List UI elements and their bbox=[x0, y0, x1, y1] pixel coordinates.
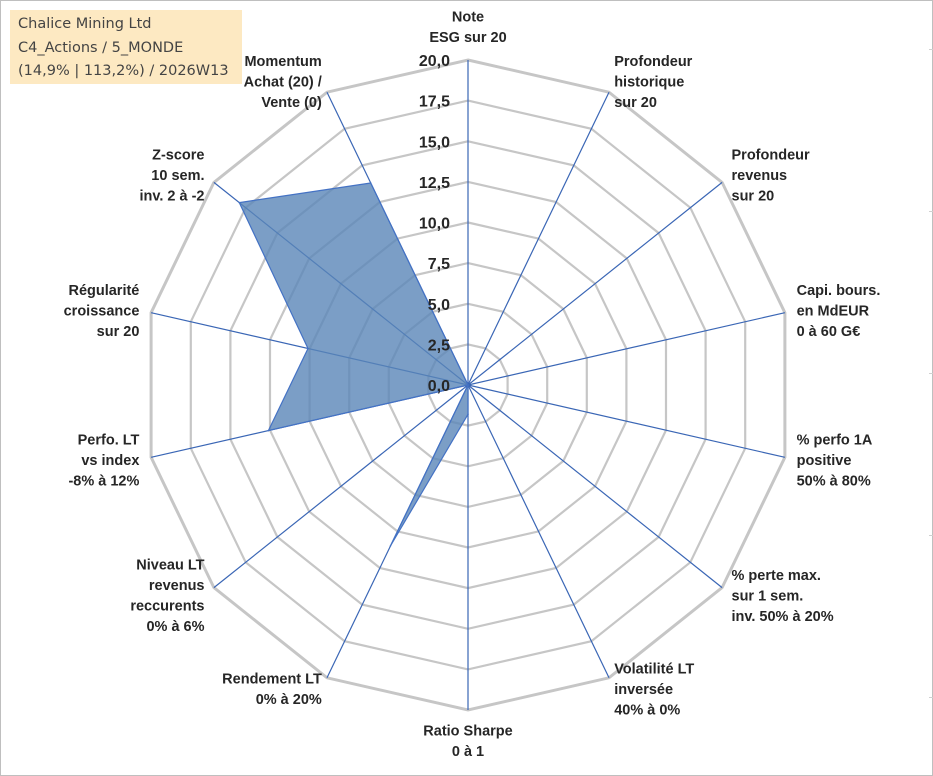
series-area bbox=[238, 182, 469, 547]
edge-tick bbox=[929, 211, 933, 212]
portfolio-path: C4_Actions / 5_MONDE bbox=[18, 39, 184, 56]
category-label: Note ESG sur 20 bbox=[429, 10, 506, 47]
axis-spoke bbox=[467, 384, 723, 589]
tick-label: 15,0 bbox=[419, 134, 450, 151]
stock-name: Chalice Mining Ltd bbox=[18, 16, 152, 32]
performance-week: (14,9% | 113,2%) / 2026W13 bbox=[18, 63, 229, 79]
category-label: Ratio Sharpe 0 à 1 bbox=[423, 724, 512, 761]
category-label: Niveau LT revenus reccurents 0% à 6% bbox=[130, 558, 204, 636]
tick-label: 10,0 bbox=[419, 216, 450, 233]
tick-label: 2,5 bbox=[428, 337, 450, 354]
info-box: Chalice Mining Ltd C4_Actions / 5_MONDE … bbox=[10, 10, 242, 84]
tick-label: 17,5 bbox=[419, 94, 450, 111]
axis-spoke bbox=[467, 312, 786, 386]
data-point bbox=[467, 384, 469, 386]
category-label: Rendement LT 0% à 20% bbox=[222, 672, 322, 709]
tick-label: 7,5 bbox=[428, 256, 450, 273]
data-point bbox=[267, 429, 270, 432]
svg-text:% perte max.sur 1 sem.inv. 50%: % perte max. sur 1 sem. inv. 50% à 20% bbox=[732, 568, 834, 625]
radar-tick-labels: 0,0 2,5 5,0 7,5 10,0 12,5 15,0 17,5 20,0 bbox=[419, 53, 450, 395]
category-label: % perfo 1A positive 50% à 80% bbox=[797, 433, 873, 490]
axis-spoke bbox=[467, 91, 610, 386]
category-label: Volatilité LT inversée 40% à 0% bbox=[614, 661, 694, 718]
category-label: % perte max. sur 1 sem. inv. 50% à 20% bbox=[732, 568, 834, 625]
data-point bbox=[389, 545, 392, 547]
edge-tick bbox=[929, 697, 933, 698]
data-point bbox=[238, 201, 241, 204]
data-point bbox=[369, 182, 372, 184]
category-label: Momentum Achat (20) / Vente (0) bbox=[244, 54, 322, 111]
data-point bbox=[307, 347, 309, 350]
axis-spoke bbox=[467, 384, 610, 679]
category-label: Régularité croissance sur 20 bbox=[64, 283, 140, 340]
axis-spoke bbox=[467, 181, 723, 386]
radar-category-labels: Note ESG sur 20 Profondeur historique sur 20… bbox=[64, 10, 881, 761]
category-label: Perfo. LT vs index -8% à 12% bbox=[68, 433, 139, 490]
tick-label: 20,0 bbox=[419, 53, 450, 70]
category-label: Profondeur historique sur 20 bbox=[614, 54, 692, 111]
edge-tick bbox=[929, 535, 933, 536]
tick-label: 12,5 bbox=[419, 175, 450, 192]
svg-text:Rendement LT0% à 20%: Rendement LT 0% à 20% bbox=[222, 672, 322, 709]
category-label: Z-score 10 sem. inv. 2 à -2 bbox=[139, 148, 204, 205]
edge-tick bbox=[929, 373, 933, 374]
edge-tick bbox=[929, 49, 933, 50]
category-label: Profondeur revenus sur 20 bbox=[732, 148, 810, 205]
radar-series bbox=[238, 182, 469, 547]
tick-label: 5,0 bbox=[428, 297, 450, 314]
axis-spoke bbox=[467, 384, 786, 458]
tick-label: 0,0 bbox=[428, 378, 450, 395]
category-label: Capi. bours. en MdEUR 0 à 60 G€ bbox=[797, 283, 881, 340]
data-point bbox=[467, 413, 469, 416]
axis-spoke bbox=[213, 384, 469, 589]
